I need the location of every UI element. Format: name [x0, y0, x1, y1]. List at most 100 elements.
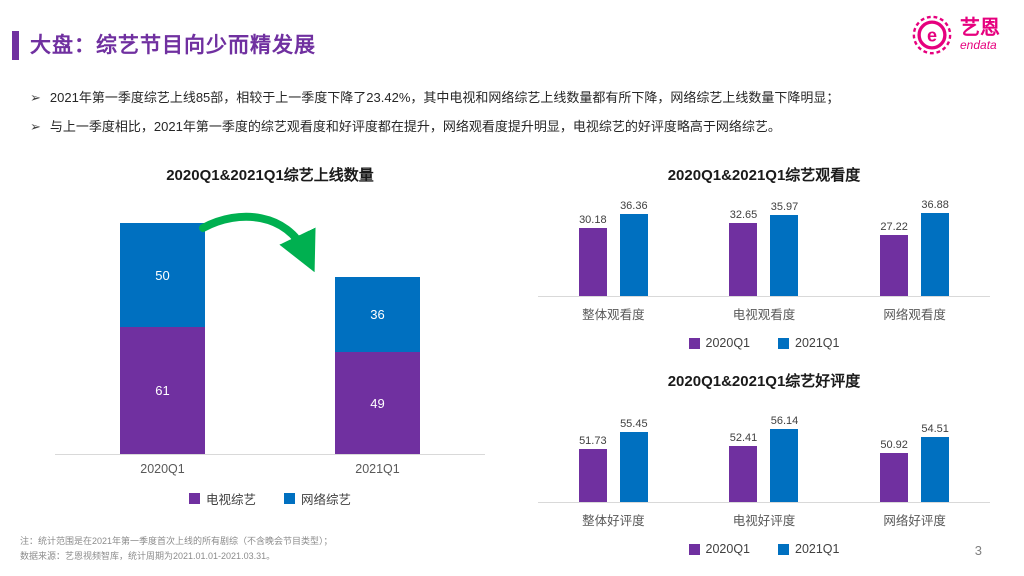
summary-bullets: ➢ 2021年第一季度综艺上线85部，相较于上一季度下降了23.42%，其中电视…: [30, 88, 990, 146]
legend-item: 2021Q1: [778, 542, 839, 556]
legend-item: 网络综艺: [284, 489, 351, 508]
bar-value-label: 30.18: [579, 214, 607, 226]
bar: [619, 432, 648, 502]
footnotes: 注：统计范围是在2021年第一季度首次上线的所有剧综（不含晚会节目类型）； 数据…: [20, 534, 333, 564]
stacked-bar-column: 50 61: [120, 223, 205, 454]
legend-label: 2021Q1: [795, 542, 840, 556]
bar-group: 30.18 36.36: [578, 200, 648, 296]
category-label: 电视好评度: [732, 514, 796, 528]
page-number: 3: [974, 543, 982, 558]
bar-value-label: 27.22: [880, 221, 908, 233]
bar-group: 50.92 54.51: [880, 423, 950, 502]
category-label: 网络观看度: [883, 308, 946, 322]
chart-legend: 电视综艺 网络综艺: [55, 489, 485, 508]
legend-item: 2021Q1: [778, 336, 839, 350]
bar-wrap: 54.51: [921, 423, 950, 502]
legend-item: 2020Q1: [688, 542, 750, 556]
category-labels: 2020Q1 2021Q1: [55, 462, 485, 476]
category-label: 2021Q1: [355, 462, 400, 476]
bar: [921, 437, 950, 502]
bar-group: 52.41 56.14: [729, 415, 799, 502]
bar-segment: 49: [335, 352, 420, 454]
legend-swatch: [688, 337, 700, 349]
endata-logo-icon: e: [912, 15, 952, 55]
bullet-text: 与上一季度相比，2021年第一季度的综艺观看度和好评度都在提升，网络观看度提升明…: [49, 119, 781, 135]
rating-chart: 2020Q1&2021Q1综艺好评度 51.73 55.45 52.41 56.14 5…: [538, 370, 990, 556]
title-accent-bar: [12, 31, 19, 60]
launch-count-plot: 50 61 36 49: [55, 193, 485, 455]
bar-segment: 36: [335, 277, 420, 352]
bar-wrap: 32.65: [729, 209, 758, 296]
bar-wrap: 52.41: [729, 432, 758, 502]
bar-wrap: 36.36: [619, 200, 648, 296]
bar: [770, 429, 799, 502]
bar-value-label: 55.45: [620, 418, 648, 430]
bar-group: 32.65 35.97: [729, 201, 799, 296]
chart-legend: 2020Q1 2021Q1: [538, 542, 990, 556]
category-labels: 整体好评度 电视好评度 网络好评度: [538, 510, 990, 529]
stacked-bar-column: 36 49: [335, 277, 420, 454]
viewership-plot: 30.18 36.36 32.65 35.97 27.22 36.88: [538, 191, 990, 297]
bar: [770, 215, 799, 296]
bar-value-label: 36.88: [921, 199, 949, 211]
viewership-chart: 2020Q1&2021Q1综艺观看度 30.18 36.36 32.65 35.97 2…: [538, 164, 990, 350]
bar: [729, 223, 758, 296]
bar: [619, 214, 648, 296]
legend-swatch: [778, 337, 789, 349]
bar: [578, 228, 607, 296]
category-label: 整体观看度: [582, 308, 645, 322]
footnote-line: 数据来源：艺恩视频智库，统计周期为2021.01.01-2021.03.31。: [20, 551, 276, 562]
chart-title: 2020Q1&2021Q1综艺观看度: [667, 167, 861, 184]
legend-label: 网络综艺: [301, 493, 352, 507]
bar-group: 27.22 36.88: [880, 199, 950, 296]
category-label: 整体好评度: [582, 514, 645, 528]
legend-item: 电视综艺: [188, 489, 256, 508]
bar-wrap: 36.88: [921, 199, 950, 296]
bar: [880, 235, 909, 296]
bar-wrap: 51.73: [578, 435, 607, 502]
bar-segment: 61: [120, 327, 205, 454]
bullet-item: ➢ 与上一季度相比，2021年第一季度的综艺观看度和好评度都在提升，网络观看度提…: [30, 117, 990, 137]
legend-label: 2020Q1: [705, 542, 750, 556]
bullet-arrow-icon: ➢: [30, 119, 41, 135]
legend-label: 2020Q1: [705, 336, 750, 350]
bullet-item: ➢ 2021年第一季度综艺上线85部，相较于上一季度下降了23.42%，其中电视…: [30, 88, 990, 108]
bar-value-label: 50: [155, 267, 170, 283]
rating-plot: 51.73 55.45 52.41 56.14 50.92 54.51: [538, 397, 990, 503]
bar: [729, 446, 758, 502]
bar-value-label: 32.65: [729, 209, 758, 221]
bar-value-label: 35.97: [770, 201, 799, 213]
bar-value-label: 36: [370, 307, 385, 322]
bar-value-label: 36.36: [620, 200, 648, 212]
bar-value-label: 56.14: [770, 415, 799, 427]
chart-title: 2020Q1&2021Q1综艺上线数量: [166, 167, 374, 184]
bar-value-label: 50.92: [880, 439, 908, 451]
bar-group: 51.73 55.45: [578, 418, 648, 502]
bar-value-label: 54.51: [921, 423, 949, 435]
footnote-line: 注：统计范围是在2021年第一季度首次上线的所有剧综（不含晚会节目类型）；: [20, 536, 333, 547]
legend-label: 电视综艺: [205, 493, 256, 507]
chart-legend: 2020Q1 2021Q1: [538, 336, 990, 350]
bar-wrap: 50.92: [880, 439, 909, 502]
legend-swatch: [688, 543, 700, 555]
legend-swatch: [284, 493, 295, 504]
chart-title: 2020Q1&2021Q1综艺好评度: [667, 373, 861, 390]
legend-label: 2021Q1: [795, 336, 840, 350]
bullet-text: 2021年第一季度综艺上线85部，相较于上一季度下降了23.42%，其中电视和网…: [49, 90, 840, 105]
bar-wrap: 35.97: [770, 201, 799, 296]
brand-text: 艺恩 endata: [960, 18, 1000, 52]
legend-swatch: [778, 543, 789, 555]
bar-value-label: 49: [370, 395, 385, 411]
bullet-arrow-icon: ➢: [30, 90, 41, 105]
bar-value-label: 52.41: [729, 432, 758, 444]
endata-logo: e 艺恩 endata: [911, 14, 1000, 56]
bar-wrap: 55.45: [619, 418, 648, 502]
category-label: 2020Q1: [140, 462, 185, 476]
bar: [921, 213, 950, 296]
legend-item: 2020Q1: [688, 336, 750, 350]
bar-value-label: 51.73: [579, 435, 607, 447]
right-charts-column: 2020Q1&2021Q1综艺观看度 30.18 36.36 32.65 35.97 2…: [538, 164, 990, 576]
svg-text:e: e: [927, 26, 937, 46]
category-label: 电视观看度: [732, 308, 796, 322]
